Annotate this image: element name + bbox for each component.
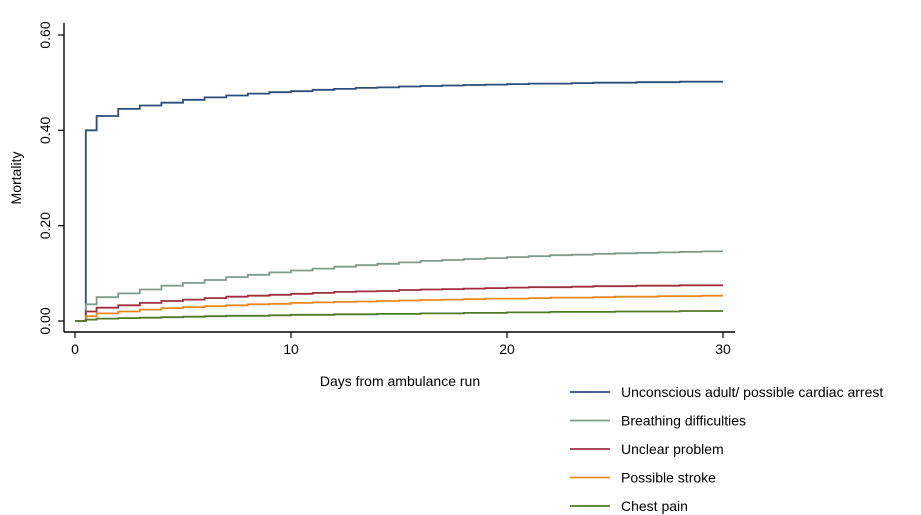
legend-label: Breathing difficulties — [621, 413, 746, 429]
series-line-3 — [75, 284, 723, 322]
legend: Unconscious adult/ possible cardiac arre… — [570, 384, 883, 514]
x-axis-title: Days from ambulance run — [320, 373, 480, 389]
series-line-1 — [75, 80, 723, 322]
y-tick-label: 0.60 — [37, 21, 53, 48]
x-tick-label: 30 — [715, 341, 731, 357]
legend-label: Possible stroke — [621, 470, 716, 486]
x-tick-label: 10 — [283, 341, 299, 357]
x-tick-label: 20 — [499, 341, 515, 357]
x-axis-ticks: 0 10 20 30 — [71, 332, 731, 357]
series-line-5 — [75, 310, 723, 322]
x-tick-label: 0 — [71, 341, 79, 357]
series-lines — [75, 80, 723, 322]
series-line-4 — [75, 294, 723, 322]
y-tick-label: 0.40 — [37, 116, 53, 143]
y-axis-title: Mortality — [8, 152, 24, 205]
series-line-2 — [75, 250, 723, 322]
legend-label: Unclear problem — [621, 441, 724, 457]
legend-label: Chest pain — [621, 498, 688, 514]
legend-label: Unconscious adult/ possible cardiac arre… — [621, 384, 883, 400]
y-tick-label: 0.00 — [37, 307, 53, 334]
y-tick-label: 0.20 — [37, 212, 53, 239]
y-axis-ticks: 0.00 0.20 0.40 0.60 — [37, 21, 64, 335]
plot-area: 0.00 0.20 0.40 0.60 0 10 20 30 — [37, 21, 735, 357]
